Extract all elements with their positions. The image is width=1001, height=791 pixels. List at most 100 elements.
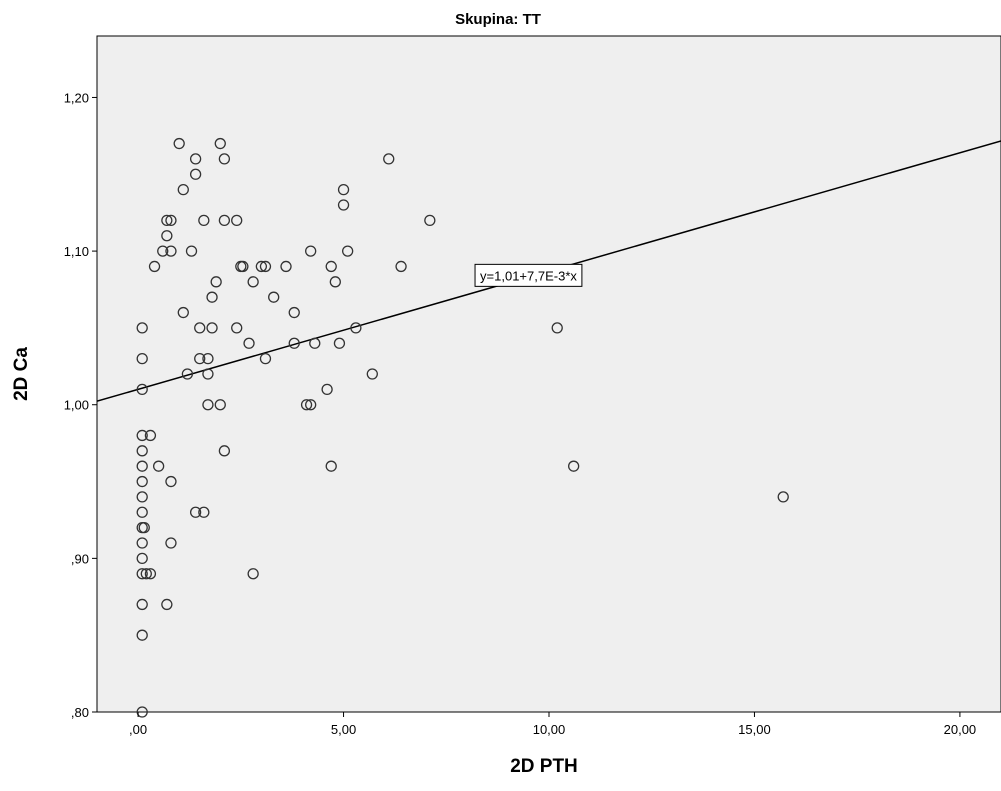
data-point bbox=[144, 568, 157, 580]
data-point bbox=[136, 445, 148, 457]
data-point bbox=[777, 491, 789, 503]
data-point bbox=[214, 399, 226, 411]
data-point bbox=[383, 153, 395, 165]
data-point bbox=[198, 214, 210, 227]
data-point bbox=[136, 537, 148, 549]
y-tick-label: 1,10 bbox=[64, 244, 89, 259]
data-point bbox=[136, 352, 148, 365]
data-point bbox=[247, 568, 259, 580]
data-point bbox=[181, 368, 194, 380]
data-point bbox=[173, 137, 185, 150]
x-axis-ticks: ,00 5,00 10,00 15,00 20,00 bbox=[129, 712, 976, 737]
fit-line-label: y=1,01+7,7E-3*x bbox=[480, 268, 577, 283]
data-point bbox=[148, 260, 161, 273]
data-point bbox=[185, 245, 198, 257]
data-point bbox=[136, 491, 148, 503]
data-point bbox=[165, 245, 177, 257]
data-point bbox=[333, 337, 346, 349]
data-point bbox=[255, 260, 268, 273]
data-point bbox=[259, 260, 272, 273]
data-point bbox=[395, 260, 407, 273]
data-point bbox=[337, 183, 350, 196]
data-point bbox=[165, 214, 177, 227]
data-point bbox=[136, 568, 148, 580]
data-point bbox=[152, 460, 165, 472]
data-point bbox=[198, 506, 210, 518]
data-point bbox=[177, 183, 189, 196]
y-tick-label: ,80 bbox=[71, 705, 89, 720]
plot-area bbox=[96, 35, 1001, 713]
x-tick-label: 10,00 bbox=[533, 722, 566, 737]
y-tick-label: ,90 bbox=[71, 551, 89, 566]
data-point bbox=[206, 291, 218, 303]
data-point bbox=[268, 291, 280, 303]
data-point bbox=[144, 429, 157, 442]
data-point bbox=[136, 552, 148, 565]
data-point bbox=[202, 352, 214, 365]
y-tick-label: 1,20 bbox=[64, 90, 89, 105]
data-point bbox=[161, 598, 173, 611]
y-axis-label: 2D Ca bbox=[11, 347, 32, 401]
data-point bbox=[300, 399, 313, 411]
data-point bbox=[157, 245, 169, 257]
data-point bbox=[202, 399, 214, 411]
fit-label-group: y=1,01+7,7E-3*x bbox=[474, 263, 583, 287]
data-point bbox=[218, 445, 231, 457]
data-point bbox=[237, 260, 249, 273]
data-point bbox=[194, 322, 206, 334]
data-point bbox=[247, 276, 259, 288]
data-point bbox=[325, 260, 337, 273]
x-tick-label: ,00 bbox=[129, 722, 147, 737]
data-point bbox=[189, 506, 202, 518]
data-point bbox=[551, 322, 563, 334]
data-point bbox=[140, 568, 152, 580]
data-point bbox=[136, 475, 148, 488]
data-point bbox=[218, 214, 231, 227]
data-point bbox=[138, 521, 150, 534]
data-point bbox=[165, 475, 177, 488]
data-point bbox=[136, 383, 148, 396]
data-point bbox=[288, 337, 300, 349]
data-point bbox=[231, 322, 243, 334]
data-point bbox=[194, 352, 206, 365]
data-point bbox=[210, 276, 222, 288]
data-point bbox=[189, 168, 202, 180]
data-point bbox=[329, 276, 341, 288]
data-point bbox=[161, 230, 173, 242]
data-point bbox=[177, 306, 189, 319]
data-point bbox=[288, 306, 300, 319]
data-point bbox=[309, 337, 321, 349]
data-point bbox=[161, 214, 173, 227]
data-point bbox=[136, 598, 148, 611]
data-point bbox=[280, 260, 292, 273]
x-tick-label: 20,00 bbox=[944, 722, 977, 737]
data-point bbox=[189, 153, 202, 165]
y-axis-ticks: ,80 ,90 1,00 1,10 1,20 bbox=[64, 90, 97, 720]
data-point bbox=[366, 368, 378, 380]
data-point bbox=[342, 245, 354, 257]
chart-title: Skupina: TT bbox=[455, 11, 541, 28]
data-point bbox=[136, 460, 148, 472]
data-point bbox=[337, 199, 350, 211]
points-group bbox=[136, 137, 789, 718]
data-point bbox=[214, 137, 226, 150]
data-point bbox=[305, 399, 317, 411]
data-point bbox=[165, 537, 177, 549]
data-point bbox=[424, 214, 436, 227]
data-point bbox=[136, 629, 148, 641]
data-point bbox=[350, 322, 362, 334]
data-point bbox=[202, 368, 214, 380]
data-point bbox=[259, 352, 272, 365]
x-tick-label: 5,00 bbox=[331, 722, 356, 737]
fit-line-label-box bbox=[474, 263, 583, 287]
data-point bbox=[136, 706, 148, 718]
data-point bbox=[231, 214, 243, 227]
data-point bbox=[321, 383, 333, 396]
y-tick-label: 1,00 bbox=[64, 398, 89, 413]
data-point bbox=[136, 429, 148, 442]
data-point bbox=[136, 322, 148, 334]
data-point bbox=[305, 245, 317, 257]
x-axis-label: 2D PTH bbox=[510, 756, 578, 777]
